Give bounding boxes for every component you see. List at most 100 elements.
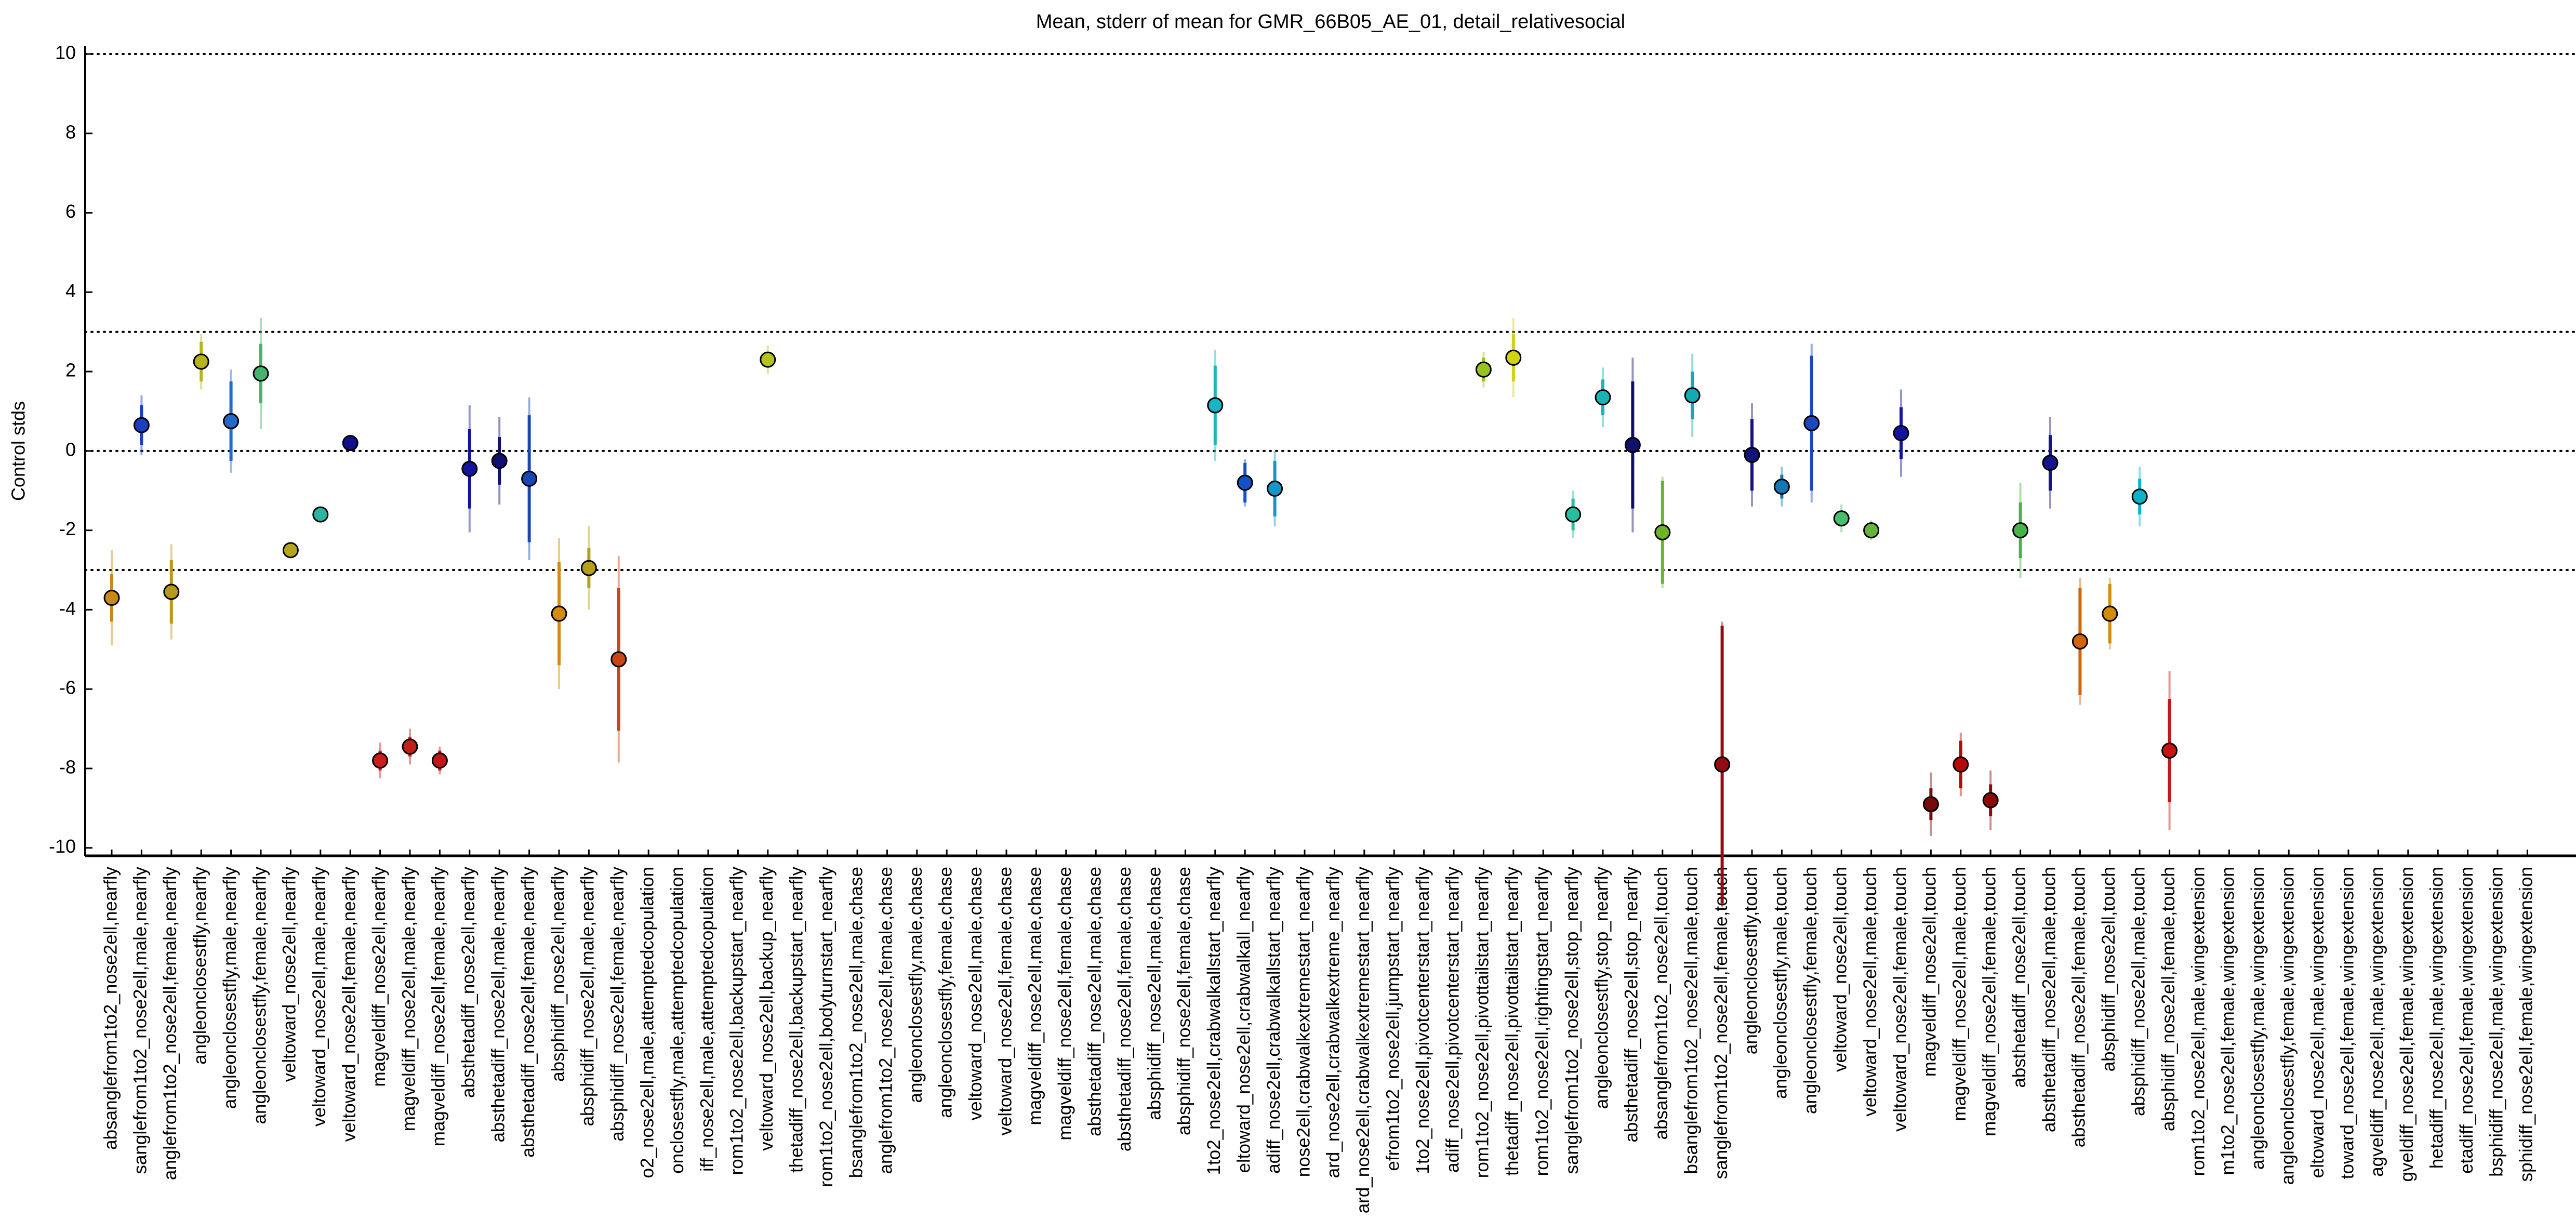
mean-marker: [1744, 446, 1760, 463]
y-tick-label: -10: [49, 836, 76, 857]
x-tick-label: absphidiff_nose2ell,touch: [2099, 867, 2119, 1071]
mean-marker: [1237, 474, 1253, 491]
mean-marker: [2042, 455, 2059, 471]
x-tick-label: bsphidiff_nose2ell,male,wingextension: [2486, 867, 2506, 1177]
x-tick-label: ard_nose2ell,crabwalkextremestart_nearfl…: [1353, 867, 1373, 1214]
mean-marker: [402, 738, 418, 755]
x-tick-label: absphidiff_nose2ell,male,touch: [2128, 867, 2148, 1116]
x-tick-label: iff_nose2ell,male,attemptedcopulation: [697, 867, 717, 1172]
x-tick-label: veltoward_nose2ell,female,chase: [995, 867, 1015, 1136]
mean-marker: [342, 435, 358, 452]
x-tick-label: angleonclosestfly,touch: [1741, 867, 1761, 1054]
y-tick-label: 8: [65, 121, 76, 142]
y-axis-label: Control stds: [8, 401, 29, 501]
x-tick-label: absthetadiff_nose2ell,nearfly: [458, 867, 479, 1098]
chart-title: Mean, stderr of mean for GMR_66B05_AE_01…: [1036, 11, 1625, 33]
x-tick-label: angleonclosestfly,nearfly: [190, 867, 210, 1065]
x-tick-label: thetadiff_nose2ell,pivottailstart_nearfl…: [1502, 867, 1522, 1176]
mean-marker: [760, 351, 776, 368]
x-tick-label: sanglefrom1to2_nose2ell,female,touch: [1711, 867, 1731, 1179]
x-tick-label: veltoward_nose2ell,female,nearfly: [339, 867, 359, 1142]
x-tick-label: rom1to2_nose2ell,backupstart_nearfly: [727, 867, 747, 1175]
x-tick-label: magveldiff_nose2ell,female,chase: [1055, 867, 1075, 1141]
x-tick-label: angleonclosestfly,female,touch: [1800, 867, 1821, 1114]
x-tick-label: efrom1to2_nose2ell,jumpstart_nearfly: [1383, 867, 1403, 1171]
mean-marker: [1863, 522, 1880, 539]
mean-marker: [1833, 510, 1850, 527]
x-tick-label: agveldiff_nose2ell,male,wingextension: [2367, 867, 2387, 1177]
mean-marker: [610, 651, 627, 668]
x-tick-label: rom1to2_nose2ell,rightingstart_nearfly: [1532, 867, 1552, 1176]
mean-marker: [1922, 796, 1939, 813]
x-tick-label: absthetadiff_nose2ell,female,touch: [2069, 867, 2089, 1147]
mean-marker: [1565, 506, 1582, 523]
mean-marker: [223, 413, 240, 430]
x-tick-label: magveldiff_nose2ell,male,touch: [1949, 867, 1970, 1121]
x-tick-label: thetadiff_nose2ell,backupstart_nearfly: [786, 867, 806, 1173]
mean-marker: [1624, 436, 1641, 453]
x-tick-label: sphidiff_nose2ell,female,wingextension: [2516, 867, 2537, 1182]
x-tick-label: magveldiff_nose2ell,female,touch: [1979, 867, 1999, 1136]
x-tick-label: veltoward_nose2ell,male,chase: [965, 867, 986, 1120]
x-tick-label: absthetadiff_nose2ell,male,chase: [1084, 867, 1105, 1136]
x-tick-label: 1to2_nose2ell,pivotcenterstart_nearfly: [1413, 867, 1433, 1174]
x-tick-label: nose2ell,crabwalkextremestart_nearfly: [1293, 867, 1313, 1177]
y-tick-label: -6: [59, 677, 76, 698]
x-tick-label: absphidiff_nose2ell,male,nearfly: [578, 867, 598, 1127]
x-tick-label: angleonclosestfly,stop_nearfly: [1591, 867, 1612, 1109]
y-tick-label: 0: [65, 439, 76, 460]
x-tick-label: absthetadiff_nose2ell,female,chase: [1114, 867, 1135, 1151]
mean-marker: [1267, 480, 1283, 497]
x-tick-label: angleonclosestfly,female,nearfly: [249, 867, 270, 1124]
mean-marker: [580, 560, 597, 576]
x-tick-label: absthetadiff_nose2ell,female,nearfly: [518, 867, 538, 1158]
x-tick-label: anglefrom1to2_nose2ell,female,chase: [876, 867, 896, 1174]
mean-marker: [372, 752, 389, 769]
x-tick-label: absanglefrom1to2_nose2ell,nearfly: [100, 867, 121, 1150]
mean-marker: [1475, 361, 1492, 378]
x-tick-label: etadiff_nose2ell,female,wingextension: [2457, 867, 2477, 1174]
y-tick-label: -2: [59, 518, 76, 539]
x-tick-label: absthetadiff_nose2ell,male,nearfly: [488, 867, 508, 1143]
x-tick-label: sanglefrom1to2_nose2ell,stop_nearfly: [1562, 867, 1582, 1174]
x-tick-label: anglefrom1to2_nose2ell,female,nearfly: [160, 867, 180, 1181]
x-tick-label: rom1to2_nose2ell,pivottailstart_nearfly: [1472, 867, 1493, 1178]
mean-marker: [103, 589, 120, 606]
x-tick-label: veltoward_nose2ell,nearfly: [280, 867, 300, 1082]
mean-marker: [1207, 397, 1224, 414]
mean-marker: [1684, 387, 1701, 404]
x-tick-label: absphidiff_nose2ell,female,touch: [2158, 867, 2179, 1131]
x-tick-label: eltoward_nose2ell,crabwalkall_nearfly: [1233, 867, 1254, 1173]
x-tick-label: angleonclosestfly,female,wingextension: [2277, 867, 2298, 1185]
x-tick-label: absphidiff_nose2ell,male,chase: [1144, 867, 1164, 1120]
x-tick-label: absphidiff_nose2ell,female,chase: [1174, 867, 1194, 1135]
mean-marker: [461, 460, 478, 477]
mean-marker: [1773, 479, 1790, 495]
mean-marker: [1714, 756, 1731, 773]
mean-marker: [521, 470, 538, 487]
mean-marker: [193, 353, 209, 370]
mean-marker: [1803, 415, 1820, 431]
x-tick-label: sanglefrom1to2_nose2ell,male,nearfly: [130, 867, 151, 1174]
y-tick-label: 2: [65, 360, 76, 381]
x-tick-label: magveldiff_nose2ell,nearfly: [369, 867, 389, 1087]
x-tick-label: m1to2_nose2ell,female,wingextension: [2218, 867, 2238, 1175]
x-tick-label: onclosestfly,male,attemptedcopulation: [667, 867, 687, 1174]
x-tick-label: veltoward_nose2ell,male,nearfly: [309, 867, 329, 1127]
x-tick-label: magveldiff_nose2ell,male,nearfly: [399, 867, 419, 1132]
mean-marker: [282, 542, 299, 559]
y-tick-label: -4: [59, 598, 76, 619]
mean-marker: [253, 365, 269, 382]
x-tick-label: absphidiff_nose2ell,nearfly: [548, 867, 568, 1082]
y-tick-label: 10: [55, 42, 76, 63]
x-tick-label: absphidiff_nose2ell,female,nearfly: [607, 867, 628, 1142]
mean-marker: [2131, 488, 2148, 505]
mean-marker: [1893, 425, 1909, 441]
x-tick-label: 1to2_nose2ell,crabwalkallstart_nearfly: [1204, 867, 1224, 1175]
mean-marker: [1505, 349, 1522, 366]
x-tick-label: toward_nose2ell,female,wingextension: [2337, 867, 2357, 1179]
x-tick-label: veltoward_nose2ell,male,touch: [1860, 867, 1880, 1117]
x-tick-label: rom1to2_nose2ell,male,wingextension: [2188, 867, 2208, 1176]
x-tick-label: gveldiff_nose2ell,female,wingextension: [2397, 867, 2417, 1182]
